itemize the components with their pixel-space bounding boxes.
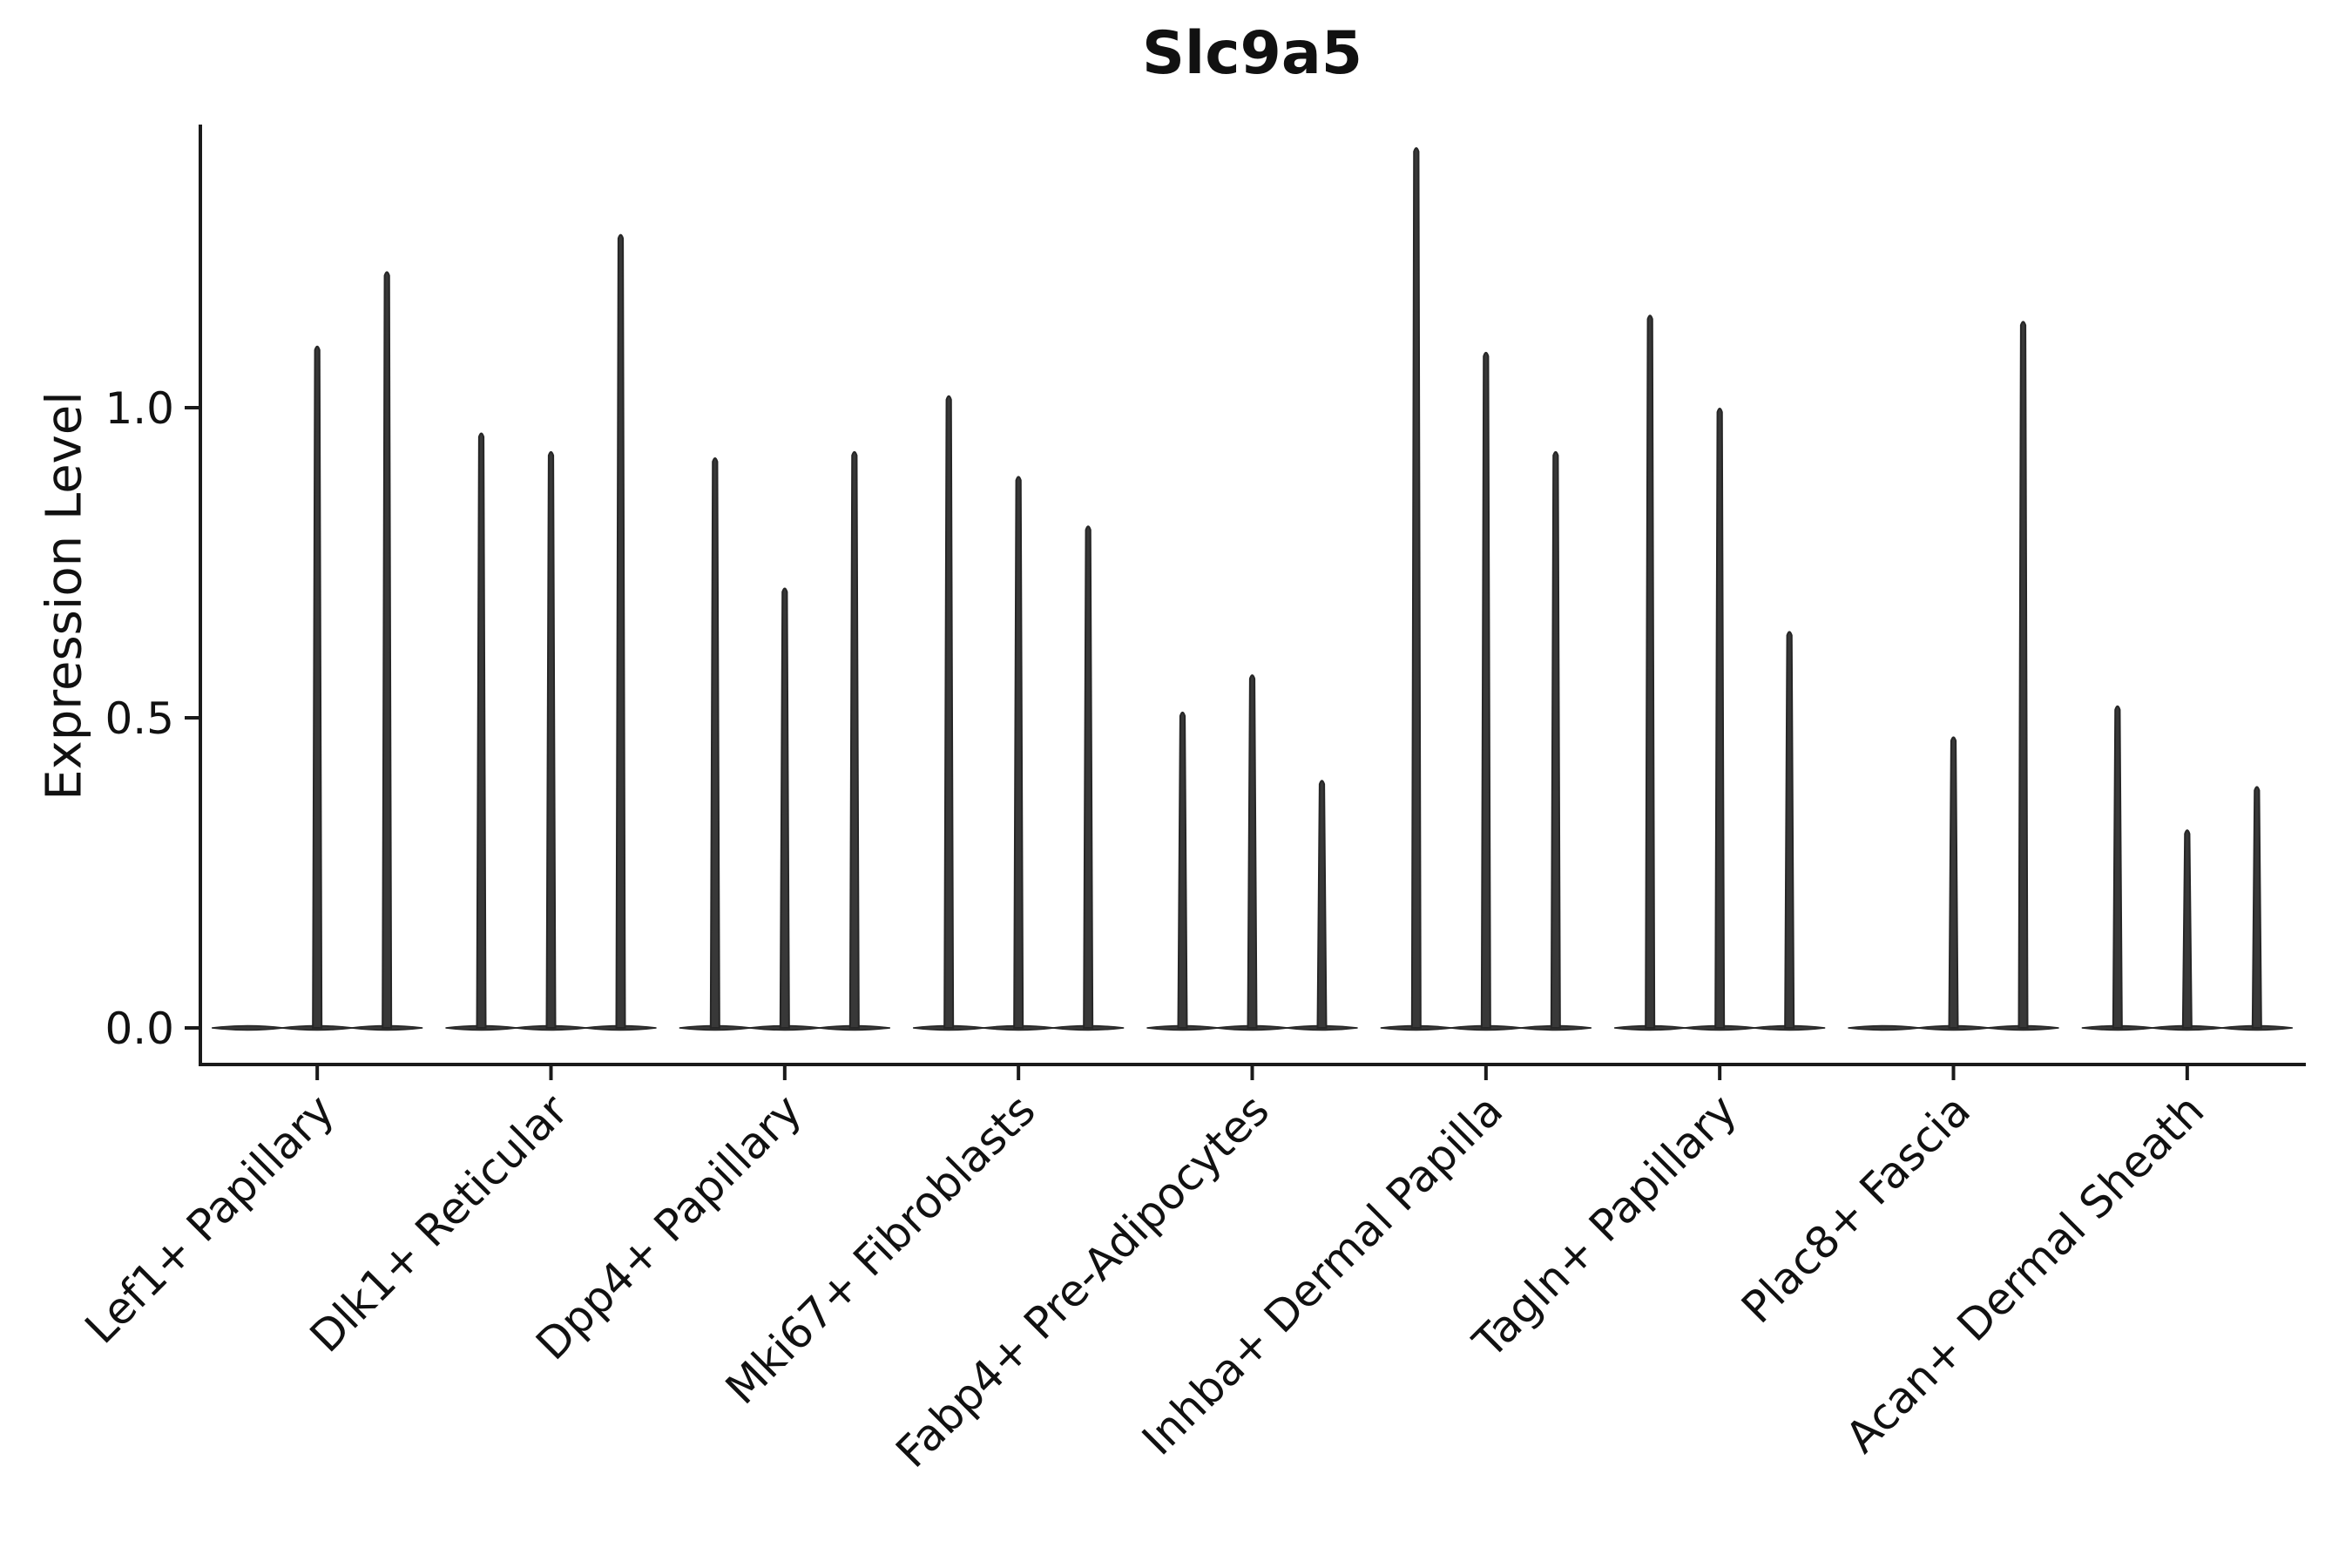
x-tick-label: Fabp4+ Pre-Adipocytes <box>886 1085 1279 1477</box>
y-tick-label: 0.5 <box>105 693 174 744</box>
violin-spike <box>1177 711 1188 1029</box>
x-tick-label: Dlk1+ Reticular <box>301 1085 578 1362</box>
violin-spike <box>382 271 393 1029</box>
violin-spike <box>943 395 955 1029</box>
violin-spike <box>848 450 860 1029</box>
violin-spike <box>1083 525 1094 1029</box>
violin-spike <box>476 432 487 1029</box>
violin-spike <box>1410 146 1422 1029</box>
y-tick-label: 1.0 <box>105 383 174 434</box>
violin-spike <box>545 450 557 1029</box>
x-tick-label: Plac8+ Fascia <box>1732 1085 1980 1333</box>
violin-spike <box>1550 450 1561 1029</box>
violin-spike <box>1247 674 1258 1029</box>
violin-spike <box>615 233 626 1029</box>
violin-spike <box>1316 780 1328 1029</box>
violin-spike <box>2181 829 2193 1029</box>
chart-title: Slc9a5 <box>1141 19 1363 88</box>
violin-spike <box>2017 321 2029 1029</box>
violin-base <box>212 1024 284 1031</box>
violin-spike <box>1784 631 1795 1029</box>
violin-spike <box>709 456 720 1029</box>
violin-spike <box>1645 314 1656 1029</box>
violin-spike <box>779 587 790 1029</box>
violin-spike <box>1948 736 1959 1029</box>
violin-spike <box>1714 408 1726 1029</box>
violin-base <box>1848 1024 1920 1031</box>
violin-spike <box>1013 476 1024 1029</box>
violin-spike <box>2251 786 2262 1029</box>
violin-spike <box>2112 705 2123 1029</box>
violin-spike <box>312 345 323 1029</box>
violin-spike <box>1480 351 1491 1029</box>
y-tick-label: 0.0 <box>105 1004 174 1054</box>
x-tick-label: Lef1+ Papillary <box>76 1085 344 1353</box>
